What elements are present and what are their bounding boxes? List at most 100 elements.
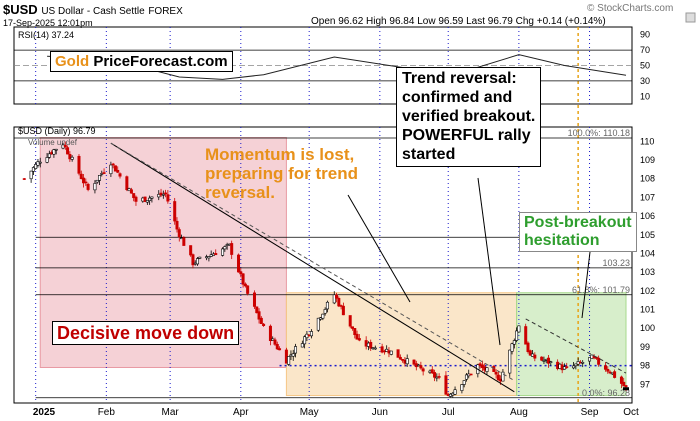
candle-body — [273, 339, 277, 345]
candle-body — [47, 153, 51, 158]
candle-body — [622, 381, 626, 387]
header-exchange: FOREX — [148, 6, 183, 17]
candle-body — [549, 361, 553, 363]
rsi-tick-label: 90 — [640, 30, 650, 40]
candle-body — [246, 285, 250, 294]
candle-body — [100, 173, 104, 175]
fib-level-label: 100.0%: 110.18 — [568, 128, 630, 138]
price-panel-frame — [13, 126, 633, 404]
candle-body — [275, 344, 279, 350]
price-tick-label: 99 — [640, 342, 650, 352]
candle-body — [196, 258, 200, 265]
candle-body — [207, 256, 211, 259]
trendline-solid — [110, 142, 515, 393]
x-tick-label: Mar — [162, 407, 180, 418]
candle-body — [145, 200, 149, 203]
x-tick-label: Jun — [372, 407, 388, 418]
candle-body — [118, 173, 122, 177]
candle-body — [79, 173, 83, 180]
candle-body — [510, 343, 514, 352]
candle-body — [437, 376, 441, 378]
stockcharts-credit: © StockCharts.com — [587, 3, 674, 14]
candle-body — [350, 326, 354, 329]
candle-body — [332, 294, 336, 304]
candle-body — [111, 163, 115, 166]
candle-body — [524, 326, 528, 345]
candle-body — [241, 273, 245, 285]
x-tick-label: Sep — [581, 407, 599, 418]
price-panel-label: $USD (Daily) 96.79 — [18, 126, 96, 136]
candle-body — [237, 254, 241, 273]
x-tick-label: Feb — [98, 407, 116, 418]
candle-body — [453, 389, 457, 395]
candle-body — [574, 363, 578, 367]
candle-body — [444, 375, 448, 395]
candle-body — [68, 154, 72, 160]
candle-body — [540, 356, 544, 361]
x-tick-label: 2025 — [33, 407, 56, 418]
candle-body — [63, 144, 67, 148]
candle-body — [512, 340, 516, 345]
x-tick-label: Jul — [442, 407, 455, 418]
rsi-tick-label: 30 — [640, 76, 650, 86]
last-price-marker — [623, 387, 629, 391]
momentum-pointer — [347, 194, 411, 303]
candle-body — [125, 176, 129, 191]
post-breakout-trendline — [525, 318, 627, 374]
candle-body — [34, 164, 38, 169]
price-tick-label: 105 — [640, 230, 655, 240]
header-name: US Dollar - Cash Settle — [41, 6, 145, 17]
candle-body — [262, 323, 266, 327]
watermark-gold: Gold — [55, 53, 90, 70]
candle-body — [494, 371, 498, 375]
candle-body — [357, 338, 361, 341]
candle-body — [337, 297, 341, 307]
candle-body — [565, 366, 569, 368]
header-symbol: $USD — [3, 2, 38, 17]
candle-body — [341, 305, 345, 316]
callout-trend-reversal: Trend reversal: confirmed and verified b… — [396, 67, 542, 168]
candle-body — [223, 246, 227, 250]
candle-body — [95, 179, 99, 183]
price-tick-label: 110 — [640, 136, 654, 146]
candle-body — [116, 169, 120, 173]
candle-body — [82, 177, 86, 184]
rsi-tick-label: 50 — [640, 61, 650, 71]
zone-green — [516, 292, 627, 397]
candle-body — [243, 283, 247, 287]
candle-body — [398, 356, 402, 360]
candle-body — [113, 165, 117, 172]
candle-body — [613, 371, 617, 378]
candle-body — [316, 317, 320, 331]
candle-body — [597, 357, 601, 365]
candle-body — [348, 315, 352, 327]
zone-orange — [285, 292, 518, 397]
rsi-label: RSI(14) 37.24 — [18, 30, 74, 40]
price-tick-label: 97 — [640, 379, 650, 389]
candle-body — [321, 313, 325, 319]
header-quote: Open 96.62 High 96.84 Low 96.59 Last 96.… — [311, 16, 606, 27]
candle-body — [389, 350, 393, 355]
candle-body — [143, 196, 147, 202]
candle-body — [430, 369, 434, 374]
candle-body — [22, 178, 26, 180]
candle-body — [300, 343, 304, 348]
candle-body — [335, 294, 339, 299]
candle-body — [401, 359, 405, 361]
fib-level-label: 103.23 — [602, 258, 630, 268]
candle-body — [353, 328, 357, 336]
candle-body — [547, 357, 551, 364]
fib-level-label: 0.0%: 96.28 — [582, 388, 630, 398]
candle-body — [257, 311, 261, 320]
candle-body — [588, 357, 592, 362]
candle-body — [485, 367, 489, 372]
fib-level-label: 61.8%: 101.79 — [572, 285, 630, 295]
candle-body — [309, 331, 313, 337]
candle-body — [496, 374, 500, 381]
candle-body — [45, 157, 49, 163]
candle-body — [93, 183, 97, 191]
candles-group — [22, 141, 628, 398]
candle-body — [608, 371, 612, 374]
candle-body — [252, 292, 256, 307]
candle-body — [480, 364, 484, 369]
